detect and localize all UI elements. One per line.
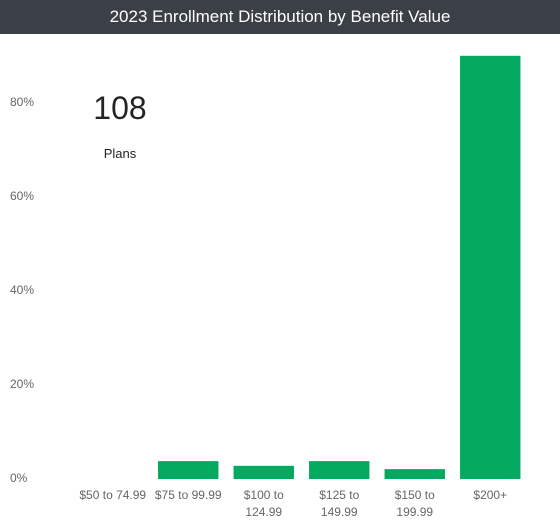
card-value: 108 bbox=[93, 90, 147, 126]
x-tick-label: $75 to 99.99 bbox=[154, 488, 222, 502]
bar bbox=[233, 465, 294, 479]
chart-title: 2023 Enrollment Distribution by Benefit … bbox=[0, 0, 560, 34]
bar bbox=[384, 469, 445, 479]
x-tick-label: $125 to 149.99 bbox=[319, 488, 360, 519]
bar bbox=[309, 461, 370, 479]
y-tick-label: 60% bbox=[10, 189, 34, 203]
y-tick-label: 0% bbox=[10, 471, 28, 485]
y-tick-label: 20% bbox=[10, 377, 34, 391]
bar bbox=[460, 55, 521, 480]
x-tick-label: $200+ bbox=[473, 488, 508, 502]
x-tick-label: $150 to 199.99 bbox=[394, 488, 435, 519]
x-tick-label: $50 to 74.99 bbox=[79, 488, 147, 502]
x-tick-label: $100 to 124.99 bbox=[243, 488, 284, 519]
bar bbox=[158, 461, 219, 479]
card-label: Plans bbox=[103, 146, 137, 161]
y-tick-label: 80% bbox=[10, 95, 34, 109]
y-tick-label: 40% bbox=[10, 283, 34, 297]
